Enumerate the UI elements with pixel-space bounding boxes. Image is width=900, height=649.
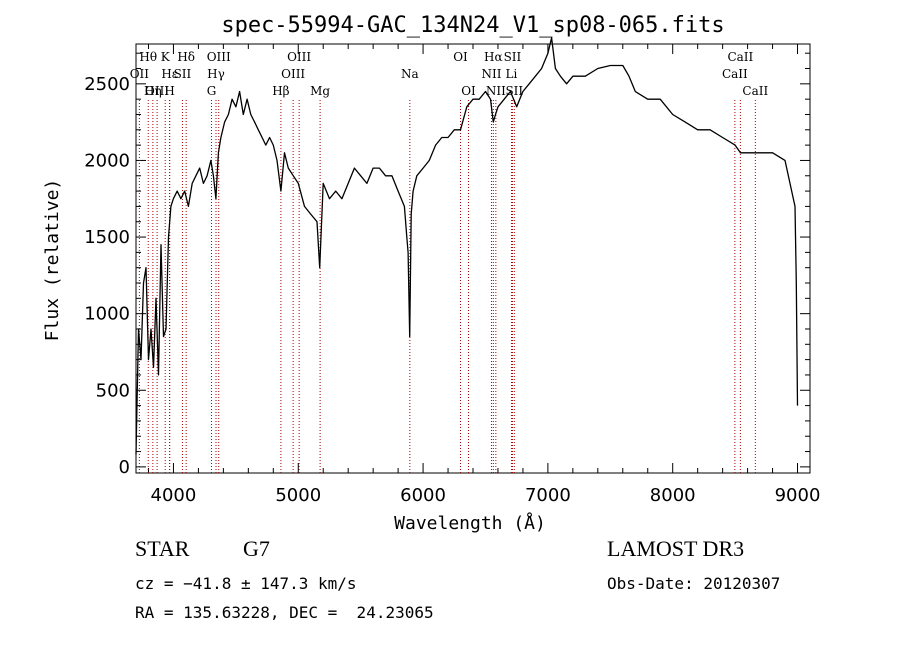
line-marker-label: SII xyxy=(505,84,523,98)
x-tick-label: 7000 xyxy=(525,485,571,506)
y-tick-label: 1000 xyxy=(84,304,130,325)
line-marker-label: CaII xyxy=(742,84,768,98)
line-marker-label: Hγ xyxy=(207,67,225,81)
line-marker-label: Li xyxy=(506,67,518,81)
line-marker-label: OIII xyxy=(145,84,169,98)
line-marker-label: NII xyxy=(481,67,501,81)
x-tick-label: 8000 xyxy=(650,485,696,506)
line-marker-label: SII xyxy=(174,67,192,81)
spectrum-series xyxy=(135,37,799,455)
y-tick-label: 2000 xyxy=(84,150,130,171)
x-tick-label: 5000 xyxy=(275,485,321,506)
line-marker-label: Hθ xyxy=(139,50,157,64)
line-marker-label: OI xyxy=(461,84,476,98)
line-marker-label: CaII xyxy=(727,50,753,64)
line-marker-label: Hα xyxy=(484,50,503,64)
line-marker-label: G xyxy=(207,84,217,98)
line-marker-label: OIII xyxy=(207,50,231,64)
spectrum-line xyxy=(135,37,799,455)
survey-name: LAMOST DR3 xyxy=(607,536,745,561)
line-marker-label: H xyxy=(164,84,174,98)
line-marker-label: SII xyxy=(504,50,522,64)
line-marker-label: K xyxy=(161,50,171,64)
subclass: G7 xyxy=(243,536,270,561)
plot-frame xyxy=(135,43,811,474)
line-marker-label: OIII xyxy=(287,50,311,64)
line-marker-label: Hη xyxy=(144,84,162,98)
y-tick-label: 500 xyxy=(96,380,130,401)
line-marker-label: NII xyxy=(486,84,506,98)
line-marker-label: Mg xyxy=(310,84,330,98)
x-tick-label: 4000 xyxy=(151,485,197,506)
line-marker-label: Na xyxy=(401,67,419,81)
line-marker-label: Hε xyxy=(161,67,178,81)
y-tick-label: 1500 xyxy=(84,227,130,248)
line-marker-label: Hβ xyxy=(272,84,289,98)
coordinates: RA = 135.63228, DEC = 24.23065 xyxy=(135,603,434,622)
x-axis-label: Wavelength (Å) xyxy=(394,512,546,534)
line-marker-label: Hδ xyxy=(177,50,195,64)
line-marker-label: OI xyxy=(453,50,468,64)
axes: 4000 5000 6000 7000 8000 9000 0 500 1000 1500 2000… xyxy=(84,43,821,506)
line-marker-label: CaII xyxy=(722,67,748,81)
y-tick-label: 2500 xyxy=(84,74,130,95)
x-tick-label: 9000 xyxy=(775,485,821,506)
line-marker-label: OIII xyxy=(281,67,305,81)
y-tick-label: 0 xyxy=(119,457,130,478)
redshift-info: cz = −41.8 ± 147.3 km/s xyxy=(135,574,357,593)
y-axis-label: Flux (relative) xyxy=(42,179,63,342)
obs-date: Obs-Date: 20120307 xyxy=(607,574,781,593)
object-class: STAR xyxy=(135,536,190,561)
x-tick-label: 6000 xyxy=(400,485,446,506)
line-marker-label: OII xyxy=(130,67,150,81)
chart-title: spec-55994-GAC_134N24_V1_sp08-065.fits xyxy=(221,13,724,38)
